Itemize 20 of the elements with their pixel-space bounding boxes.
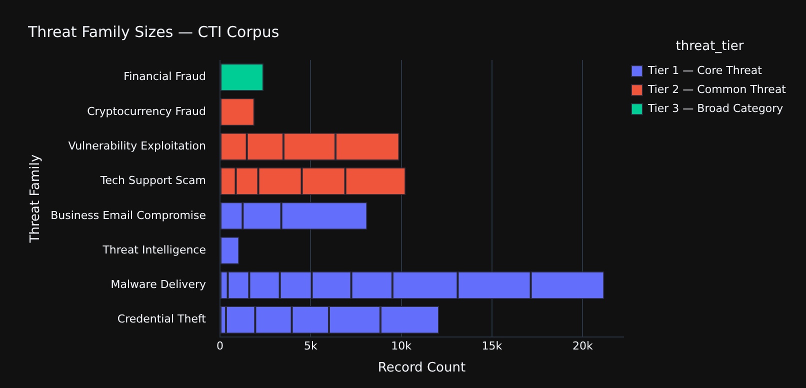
- legend-title: threat_tier: [676, 38, 744, 54]
- legend-label: Tier 2 — Common Threat: [646, 82, 787, 96]
- y-tick-label: Cryptocurrency Fraud: [87, 104, 206, 118]
- x-tick-label: 5k: [304, 340, 318, 353]
- x-tick-label: 10k: [391, 340, 412, 353]
- y-tick-label: Vulnerability Exploitation: [68, 139, 206, 152]
- legend-label: Tier 3 — Broad Category: [646, 102, 784, 115]
- x-axis-title: Record Count: [378, 360, 466, 376]
- x-tick-label: 20k: [572, 340, 594, 353]
- chart-title: Threat Family Sizes — CTI Corpus: [27, 22, 280, 41]
- y-tick-label: Threat Intelligence: [102, 243, 206, 256]
- y-tick-label: Malware Delivery: [110, 278, 206, 292]
- x-tick-label: 0: [216, 340, 224, 353]
- y-tick-label: Tech Support Scam: [99, 174, 206, 188]
- y-tick-label: Credential Theft: [117, 312, 207, 326]
- y-axis-title: Threat Family: [28, 154, 44, 244]
- x-tick-label: 15k: [482, 340, 503, 353]
- y-tick-label: Business Email Compromise: [50, 208, 206, 222]
- legend-label: Tier 1 — Core Threat: [646, 64, 763, 77]
- y-tick-label: Financial Fraud: [124, 70, 206, 84]
